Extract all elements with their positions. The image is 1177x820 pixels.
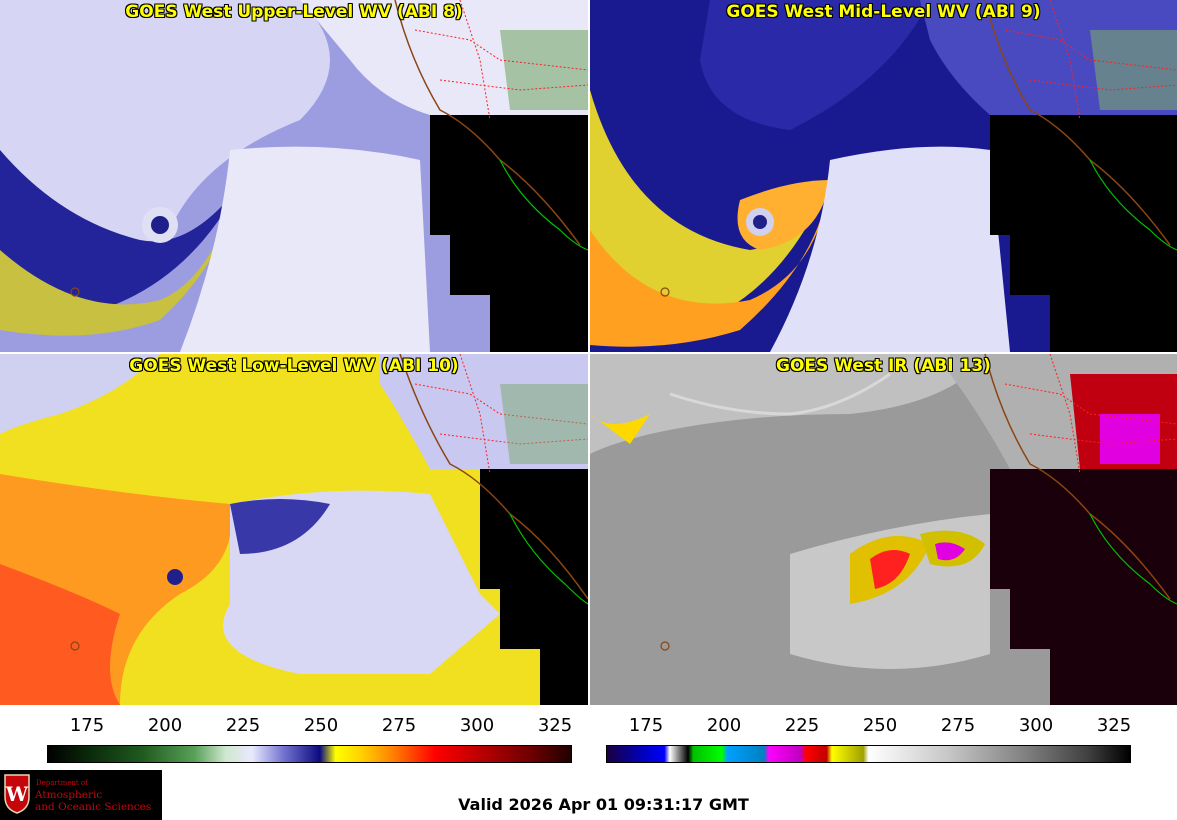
ir-panel: GOES West IR (ABI 13): [590, 354, 1177, 705]
tick-label: 250: [862, 715, 898, 736]
mid-level-wv-image: [590, 0, 1177, 352]
wv-colorbar: 175 200 225 250 275 300 325: [0, 705, 590, 765]
upper-level-wv-image: [0, 0, 588, 352]
aos-logo: W Department of Atmospheric and Oceanic …: [0, 770, 162, 820]
ir-colorbar-ticks: 175 200 225 250 275 300 325: [590, 705, 1177, 745]
ir-image: [590, 354, 1177, 705]
tick-label: 275: [940, 715, 976, 736]
tick-label: 275: [381, 715, 417, 736]
tick-label: 225: [225, 715, 261, 736]
tick-label: 300: [1018, 715, 1054, 736]
ir-colorbar-strip: [606, 745, 1131, 763]
wv-colorbar-strip: [47, 745, 572, 763]
logo-name-line1: Atmospheric: [35, 789, 103, 801]
tick-label: 225: [784, 715, 820, 736]
tick-label: 175: [628, 715, 664, 736]
ir-colorbar: 175 200 225 250 275 300 325: [590, 705, 1177, 765]
tick-label: 175: [69, 715, 105, 736]
panel-title: GOES West Upper-Level WV (ABI 8): [125, 2, 463, 22]
wv-colorbar-ticks: 175 200 225 250 275 300 325: [0, 705, 590, 745]
tick-label: 300: [459, 715, 495, 736]
panel-title: GOES West IR (ABI 13): [776, 356, 991, 376]
panel-title: GOES West Mid-Level WV (ABI 9): [726, 2, 1041, 22]
svg-text:W: W: [5, 782, 29, 806]
tick-label: 325: [1096, 715, 1132, 736]
tick-label: 325: [537, 715, 573, 736]
logo-department: Department of: [36, 779, 88, 787]
upper-level-wv-panel: GOES West Upper-Level WV (ABI 8): [0, 0, 588, 352]
logo-name-line2: and Oceanic Sciences: [35, 801, 152, 813]
panel-title: GOES West Low-Level WV (ABI 10): [129, 356, 459, 376]
tick-label: 250: [303, 715, 339, 736]
valid-time: Valid 2026 Apr 01 09:31:17 GMT: [458, 795, 749, 814]
low-level-wv-panel: GOES West Low-Level WV (ABI 10): [0, 354, 588, 705]
low-level-wv-image: [0, 354, 588, 705]
tick-label: 200: [147, 715, 183, 736]
mid-level-wv-panel: GOES West Mid-Level WV (ABI 9): [590, 0, 1177, 352]
colorbar-strips: [0, 705, 1177, 765]
tick-label: 200: [706, 715, 742, 736]
uw-crest-icon: W: [4, 774, 30, 814]
